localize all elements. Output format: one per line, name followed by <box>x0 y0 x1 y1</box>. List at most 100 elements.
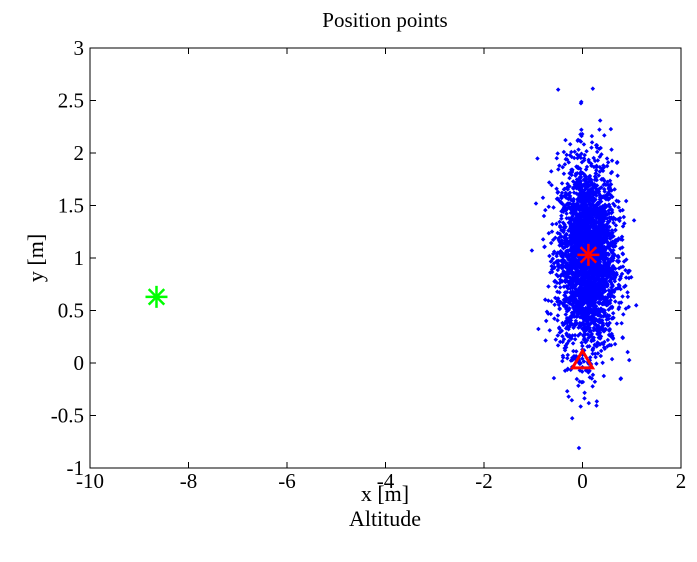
cloud-point <box>584 296 590 302</box>
cloud-point <box>546 204 552 210</box>
cloud-point <box>572 323 578 328</box>
triangle-marker <box>569 347 596 370</box>
cloud-point <box>608 305 614 310</box>
cloud-point <box>616 306 621 312</box>
cloud-point <box>623 283 628 289</box>
cloud-point <box>594 361 599 366</box>
cloud-point <box>581 337 587 343</box>
cloud-point <box>607 321 612 326</box>
cloud-point <box>569 279 575 284</box>
cloud-point <box>608 277 614 282</box>
cloud-point <box>608 298 613 303</box>
cloud-point <box>555 151 560 156</box>
cloud-point <box>561 259 566 264</box>
cloud-point <box>567 286 573 291</box>
cloud-point <box>543 207 548 213</box>
cloud-point <box>566 394 571 399</box>
cloud-point <box>564 332 570 338</box>
cloud-point <box>623 275 629 280</box>
cloud-point <box>606 313 612 319</box>
cloud-point <box>564 152 569 158</box>
cloud-point <box>601 341 606 347</box>
cloud-point <box>570 341 576 346</box>
cloud-point <box>589 331 595 337</box>
cloud-point <box>577 288 582 294</box>
cloud-point <box>558 277 563 282</box>
cloud-point <box>584 148 589 154</box>
cloud-point <box>581 332 586 338</box>
cloud-point <box>601 286 606 292</box>
cloud-point <box>595 324 600 330</box>
x-tick-label: 0 <box>577 469 588 493</box>
cloud-point <box>567 319 573 325</box>
cloud-point <box>591 283 596 288</box>
cloud-point <box>605 294 610 300</box>
cloud-point <box>560 333 565 339</box>
cloud-point <box>592 297 598 303</box>
cloud-point <box>590 384 595 389</box>
cloud-point <box>535 156 540 161</box>
cloud-point <box>625 290 630 295</box>
cloud-point <box>593 354 598 360</box>
cloud-point <box>542 244 547 250</box>
cloud-point <box>581 320 586 326</box>
y-tick-label: 2 <box>74 141 85 165</box>
cloud-point <box>591 271 597 276</box>
cloud-point <box>562 347 568 353</box>
cloud-point <box>555 87 561 92</box>
cloud-point <box>621 214 627 220</box>
cloud-point <box>555 296 561 301</box>
cloud-point <box>569 397 575 403</box>
cloud-point <box>601 310 607 316</box>
cloud-point <box>596 300 601 305</box>
cloud-point <box>561 149 567 155</box>
cloud-point <box>581 301 587 307</box>
cloud-point <box>562 299 568 305</box>
x-tick-label: -8 <box>180 469 198 493</box>
cloud-point <box>591 315 597 320</box>
cloud-point <box>581 142 587 147</box>
cloud-point <box>574 376 580 382</box>
y-tick-label: 3 <box>74 36 85 60</box>
cloud-point <box>533 201 539 206</box>
cloud-point <box>536 326 541 332</box>
cloud-point <box>581 297 586 302</box>
cloud-point <box>620 264 626 269</box>
cloud-point <box>583 282 588 288</box>
cloud-point <box>609 356 615 362</box>
y-tick-label: 0.5 <box>58 299 84 323</box>
cloud-point <box>529 248 535 253</box>
cloud-point <box>555 318 560 323</box>
cloud-point <box>551 261 557 266</box>
cloud-point <box>559 272 565 277</box>
cloud-point <box>608 258 614 264</box>
x-tick-label: -10 <box>76 469 104 493</box>
cloud-point <box>563 312 569 317</box>
cloud-point <box>605 160 611 165</box>
cloud-point <box>574 260 579 265</box>
cloud-point <box>623 198 629 204</box>
cloud-point <box>597 261 602 266</box>
cloud-point <box>608 270 614 276</box>
cloud-point <box>593 308 599 313</box>
cloud-point <box>565 367 570 372</box>
cloud-point <box>541 213 547 219</box>
cloud-point <box>590 86 596 91</box>
cloud-point <box>563 326 569 331</box>
cloud-point <box>620 294 625 299</box>
cloud-point <box>561 171 567 177</box>
cloud-point <box>606 265 612 270</box>
cloud-point <box>623 267 628 273</box>
cloud-point <box>592 279 598 285</box>
cloud-point <box>543 338 548 343</box>
cloud-point <box>559 181 565 186</box>
cloud-point <box>577 361 583 367</box>
cloud-point <box>577 379 582 384</box>
cloud-point <box>601 373 607 379</box>
cloud-point <box>613 299 618 304</box>
cloud-point <box>609 158 615 163</box>
cloud-point <box>612 279 618 284</box>
cloud-point <box>580 288 585 293</box>
cloud-point <box>612 271 618 277</box>
cloud-point <box>548 270 553 275</box>
